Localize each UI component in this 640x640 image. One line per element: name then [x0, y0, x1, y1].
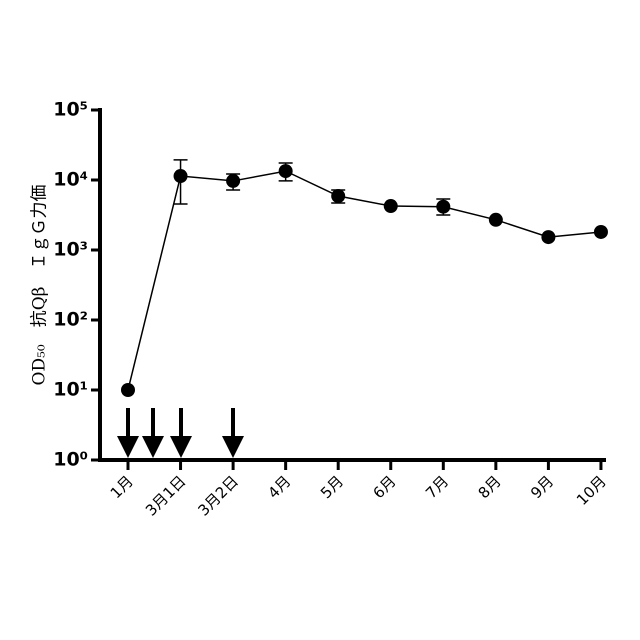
x-tick-label: 9月: [527, 472, 557, 502]
data-point: [489, 213, 503, 227]
y-axis-label: OD₅₀ 抗Qβ ＩｇＧ力価: [30, 185, 50, 386]
data-point: [174, 169, 188, 183]
x-tick-label: 8月: [475, 472, 505, 502]
x-tick-label: 3月1日: [142, 472, 189, 519]
arrows: [117, 408, 244, 458]
chart: OD₅₀ 抗Qβ ＩｇＧ力価 10⁰ 10¹ 10² 10³ 10⁴ 10⁵ 1月3月1日3…: [0, 0, 640, 640]
series-line: [128, 171, 601, 390]
data-point: [226, 174, 240, 188]
data-point: [331, 189, 345, 203]
x-tick-label: 10月: [573, 472, 610, 509]
y-tick-label: 10¹: [53, 379, 88, 401]
x-tick-label: 3月2日: [194, 472, 241, 519]
x-tick-label: 6月: [369, 472, 399, 502]
x-tick-label: 5月: [317, 472, 347, 502]
x-tick-label: 7月: [422, 472, 452, 502]
y-tick-label: 10³: [53, 239, 88, 261]
data-point: [279, 164, 293, 178]
x-tick-label: 4月: [264, 472, 294, 502]
y-tick-label: 10⁴: [53, 169, 88, 191]
y-tick-label: 10⁰: [53, 449, 88, 471]
y-tick-label: 10⁵: [53, 99, 88, 121]
data-point: [121, 383, 135, 397]
data-point: [541, 230, 555, 244]
data-point: [384, 199, 398, 213]
data-point: [436, 200, 450, 214]
x-tick-label: 1月: [107, 472, 137, 502]
data-point: [594, 225, 608, 239]
y-tick-label: 10²: [53, 309, 88, 331]
